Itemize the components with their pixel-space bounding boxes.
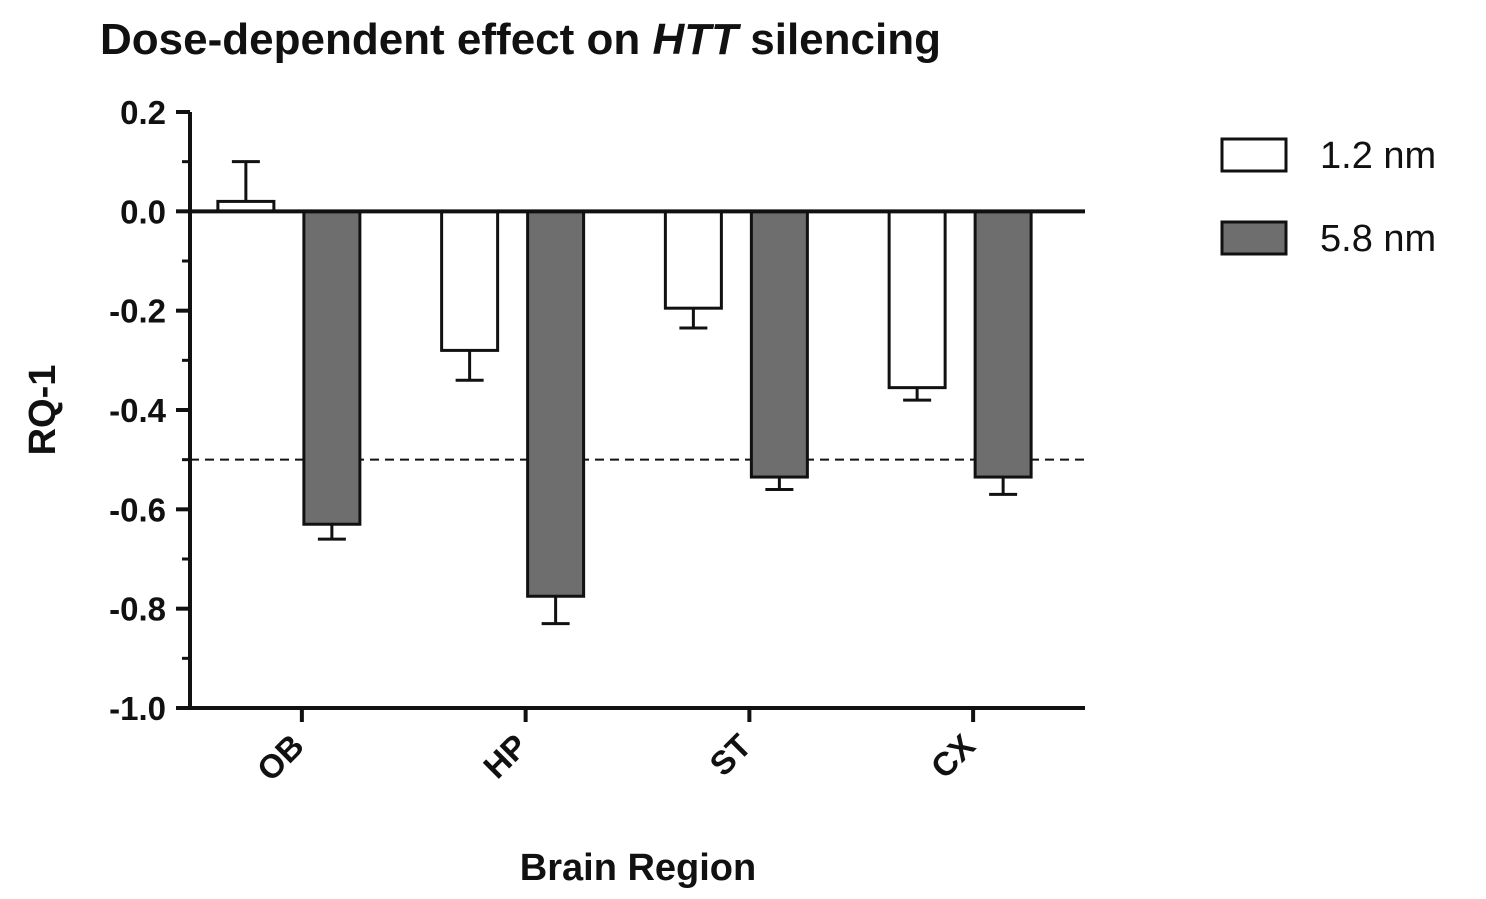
bar-cx-series-2 xyxy=(973,209,1033,479)
bar-hp-series-1 xyxy=(440,209,500,352)
title-part-2: silencing xyxy=(738,15,941,64)
legend-swatch-series-2 xyxy=(1220,220,1288,256)
legend-label-series-2: 5.8 nm xyxy=(1320,218,1436,260)
legend: 1.2 nm 5.8 nm xyxy=(1220,135,1436,260)
y-tick-label: 0.2 xyxy=(120,94,166,131)
title-part-1: Dose-dependent effect on xyxy=(100,15,653,64)
legend-label-series-1: 1.2 nm xyxy=(1320,135,1436,177)
x-axis-label: Brain Region xyxy=(520,847,756,889)
bar-ob-series-2 xyxy=(302,209,362,526)
y-tick-label: -0.8 xyxy=(109,591,166,628)
category-label-hp: HP xyxy=(476,727,535,786)
bar-st-series-1 xyxy=(663,209,723,310)
title-part-italic: HTT xyxy=(653,15,742,64)
category-label-ob: OB xyxy=(250,727,311,788)
y-tick-label: -0.4 xyxy=(109,392,167,429)
bar-st-series-2 xyxy=(749,209,809,479)
legend-swatch-series-1 xyxy=(1220,137,1288,173)
y-tick-label: -1.0 xyxy=(109,690,166,727)
y-tick-label: -0.6 xyxy=(109,491,166,528)
bar-hp-series-2 xyxy=(526,209,586,598)
y-tick-label: 0.0 xyxy=(120,193,166,230)
y-axis-label: RQ-1 xyxy=(22,365,64,456)
y-tick-label: -0.2 xyxy=(109,293,166,330)
bar-cx-series-1 xyxy=(887,209,947,390)
chart-title: Dose-dependent effect on HTT silencing xyxy=(100,15,941,64)
category-label-cx: CX xyxy=(923,727,982,786)
category-label-st: ST xyxy=(702,727,758,783)
